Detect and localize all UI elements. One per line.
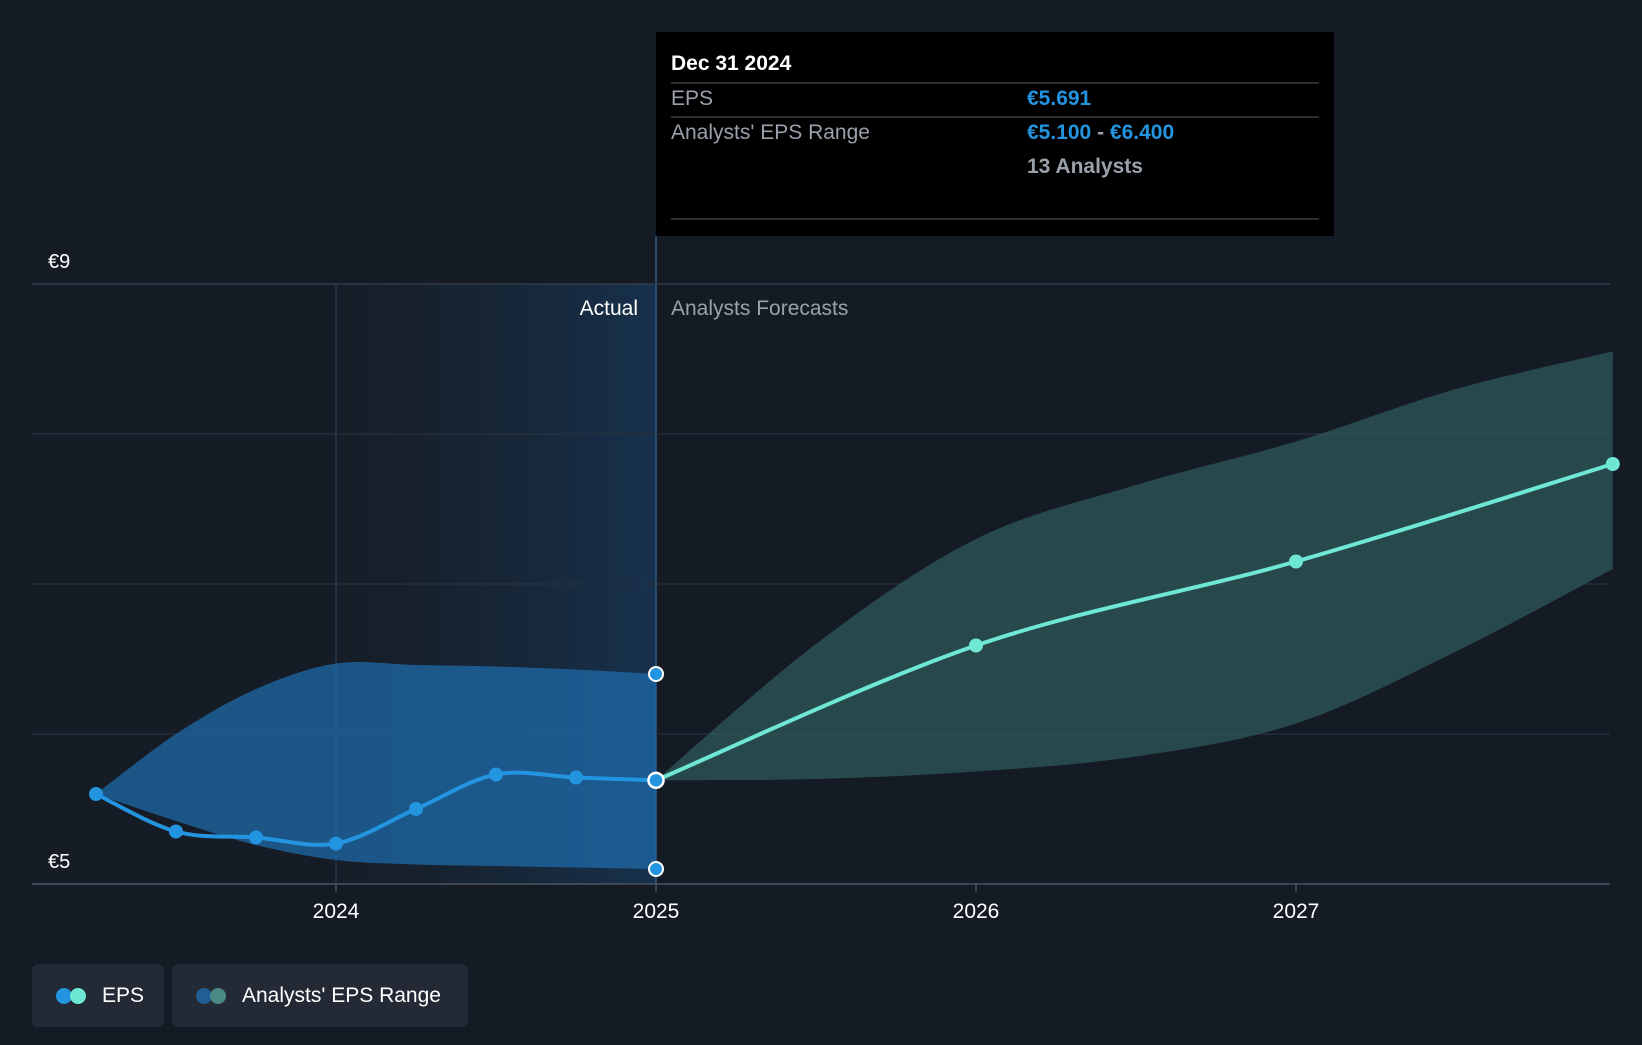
x-tick-label: 2027 <box>1273 900 1320 923</box>
tooltip-range-low: €5.100 <box>1027 121 1091 144</box>
actual-eps-point[interactable] <box>329 836 343 851</box>
x-tick-label: 2024 <box>313 900 360 923</box>
y-tick-label: €5 <box>48 851 70 873</box>
actual-range-band <box>96 661 656 869</box>
selected-range-point[interactable] <box>648 861 664 877</box>
actual-eps-point[interactable] <box>249 830 263 845</box>
forecast-eps-point[interactable] <box>1289 554 1303 569</box>
range-legend-icon <box>196 987 230 1004</box>
actual-section-label: Actual <box>580 297 638 320</box>
eps-legend-icon <box>56 987 90 1004</box>
legend-eps[interactable]: EPS <box>32 964 164 1027</box>
actual-eps-point[interactable] <box>409 802 423 816</box>
forecast-eps-point[interactable] <box>969 638 983 653</box>
actual-eps-point[interactable] <box>89 787 103 801</box>
forecast-eps-line <box>654 462 1615 783</box>
tooltip-range-label: Analysts' EPS Range <box>671 121 870 144</box>
y-tick-label: €9 <box>48 251 70 273</box>
tooltip-date: Dec 31 2024 <box>671 52 792 75</box>
forecast-range-band <box>656 351 1613 781</box>
x-tick-label: 2025 <box>633 900 680 923</box>
actual-eps-point[interactable] <box>169 824 183 839</box>
tooltip-box <box>656 32 1334 236</box>
tooltip-eps-value: €5.691 <box>1027 87 1092 110</box>
selected-eps-point[interactable] <box>647 771 665 790</box>
tooltip-eps-label: EPS <box>671 87 713 110</box>
legend-eps-label: EPS <box>102 983 145 1007</box>
x-tick-label: 2026 <box>953 900 1000 923</box>
forecast-section-label: Analysts Forecasts <box>671 297 848 320</box>
actual-eps-point[interactable] <box>569 770 583 785</box>
legend-range[interactable]: Analysts' EPS Range <box>172 964 468 1027</box>
actual-eps-point[interactable] <box>489 767 503 782</box>
legend-range-label: Analysts' EPS Range <box>242 983 441 1007</box>
tooltip-range-separator: - <box>1091 121 1110 144</box>
tooltip-analysts-count: 13 Analysts <box>1027 155 1143 178</box>
tooltip-range-high: €6.400 <box>1110 121 1174 144</box>
tooltip-range-value: €5.100 - €6.400 <box>1027 121 1174 144</box>
selected-range-point[interactable] <box>648 666 664 682</box>
forecast-eps-point[interactable] <box>1605 457 1620 471</box>
